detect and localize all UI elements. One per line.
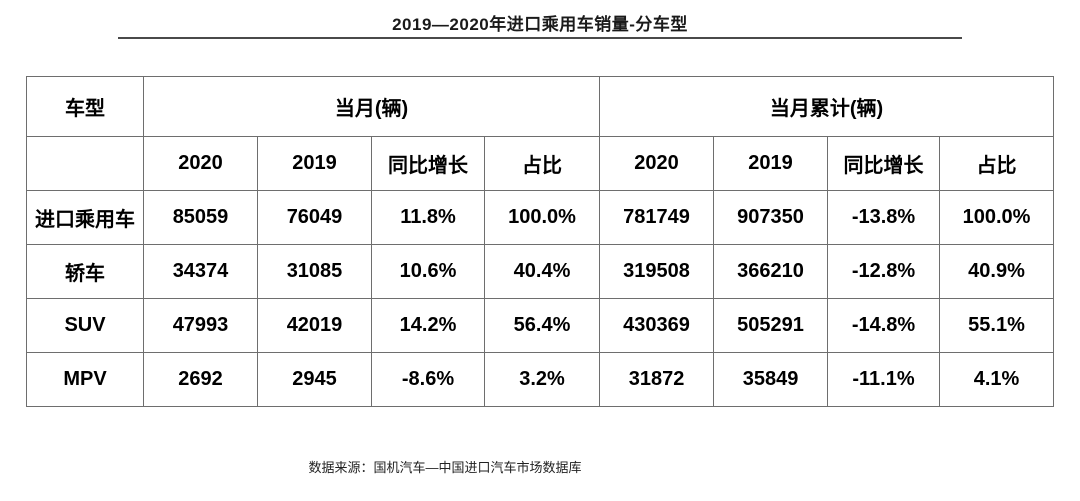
- group-header-cumulative: 当月累计(辆): [599, 76, 1055, 137]
- header-sub-row: 2020 2019 同比增长 占比 2020 2019 同比增长 占比: [26, 136, 1055, 191]
- table-cell: 31085: [257, 244, 372, 299]
- sub-header-blank: [26, 136, 144, 191]
- table-cell: 14.2%: [371, 298, 485, 353]
- sales-table: 车型 当月(辆) 当月累计(辆) 2020 2019 同比增长 占比 2020 …: [26, 76, 1055, 407]
- table-cell: 55.1%: [939, 298, 1055, 353]
- row-label: 轿车: [26, 244, 144, 299]
- table-cell: 10.6%: [371, 244, 485, 299]
- table-cell: 56.4%: [483, 298, 601, 353]
- table-cell: 505291: [713, 298, 829, 353]
- sub-header-2020-cumulative: 2020: [599, 136, 715, 191]
- group-header-current-month: 当月(辆): [142, 76, 601, 137]
- table-cell: 2692: [143, 352, 258, 407]
- table-cell: 40.9%: [939, 244, 1055, 299]
- sub-header-yoy-cumulative: 同比增长: [827, 136, 941, 191]
- sub-header-share-cumulative: 占比: [939, 136, 1055, 191]
- table-cell: 430369: [599, 298, 715, 353]
- sub-header-2019-month: 2019: [257, 136, 372, 191]
- table-cell: 11.8%: [371, 190, 485, 245]
- table-cell: -11.1%: [827, 352, 941, 407]
- sub-header-2019-cumulative: 2019: [713, 136, 829, 191]
- table-cell: 31872: [599, 352, 715, 407]
- table-cell: 2945: [257, 352, 372, 407]
- table-cell: 35849: [713, 352, 829, 407]
- table-row-sedan: 轿车 34374 31085 10.6% 40.4% 319508 366210…: [26, 244, 1055, 299]
- table-cell: 47993: [143, 298, 258, 353]
- sub-header-share-month: 占比: [483, 136, 601, 191]
- table-cell: 100.0%: [939, 190, 1055, 245]
- table-cell: 907350: [713, 190, 829, 245]
- table-cell: 319508: [599, 244, 715, 299]
- table-row-suv: SUV 47993 42019 14.2% 56.4% 430369 50529…: [26, 298, 1055, 353]
- table-cell: 3.2%: [483, 352, 601, 407]
- sub-header-2020-month: 2020: [143, 136, 258, 191]
- table-row-imported-passenger-cars: 进口乘用车 85059 76049 11.8% 100.0% 781749 90…: [26, 190, 1055, 245]
- row-label: 进口乘用车: [26, 190, 144, 245]
- table-cell: 40.4%: [483, 244, 601, 299]
- table-cell: 42019: [257, 298, 372, 353]
- page-title: 2019—2020年进口乘用车销量-分车型: [392, 15, 688, 34]
- table-cell: -12.8%: [827, 244, 941, 299]
- table-cell: 4.1%: [939, 352, 1055, 407]
- table-cell: -8.6%: [371, 352, 485, 407]
- table-row-mpv: MPV 2692 2945 -8.6% 3.2% 31872 35849 -11…: [26, 352, 1055, 407]
- table-cell: -14.8%: [827, 298, 941, 353]
- table-cell: 100.0%: [483, 190, 601, 245]
- col-header-vehicle-type: 车型: [26, 76, 144, 137]
- table-cell: 781749: [599, 190, 715, 245]
- table-cell: 34374: [143, 244, 258, 299]
- table-cell: 76049: [257, 190, 372, 245]
- header-group-row: 车型 当月(辆) 当月累计(辆): [26, 76, 1055, 137]
- title-underline: [118, 37, 962, 39]
- table-cell: 366210: [713, 244, 829, 299]
- table-cell: -13.8%: [827, 190, 941, 245]
- table-cell: 85059: [143, 190, 258, 245]
- sub-header-yoy-month: 同比增长: [371, 136, 485, 191]
- data-source-note: 数据来源：国机汽车—中国进口汽车市场数据库: [308, 460, 582, 475]
- row-label: SUV: [26, 298, 144, 353]
- row-label: MPV: [26, 352, 144, 407]
